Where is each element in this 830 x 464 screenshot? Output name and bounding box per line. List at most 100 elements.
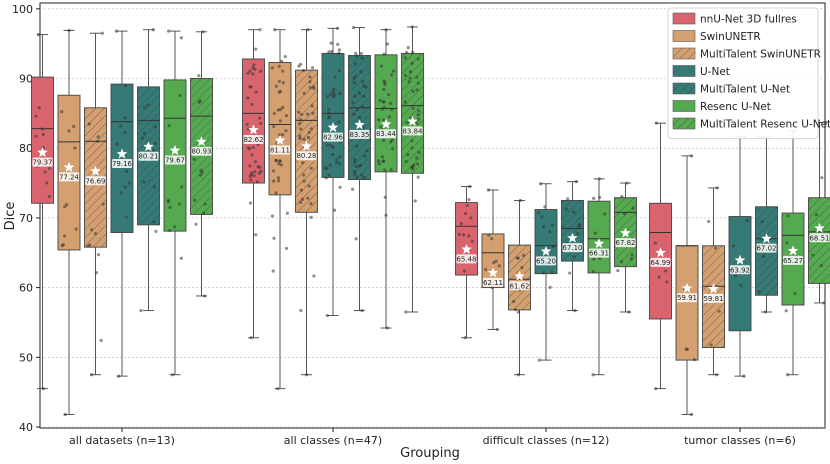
sample-point xyxy=(67,129,71,133)
sample-point xyxy=(516,256,520,260)
box-u-net-1: 82.96 xyxy=(321,26,345,318)
sample-point xyxy=(276,387,280,391)
sample-point xyxy=(355,144,359,148)
sample-point xyxy=(311,111,315,115)
mean-star-marker xyxy=(90,165,101,176)
sample-point xyxy=(732,244,736,248)
mean-value-label: 59.81 xyxy=(703,295,723,303)
sample-point xyxy=(309,215,313,220)
box-body xyxy=(587,200,611,274)
sample-point xyxy=(574,180,578,184)
sample-point xyxy=(277,90,282,94)
mean-label-bg xyxy=(270,145,290,155)
y-tick-label: 60 xyxy=(19,282,33,295)
sample-point xyxy=(300,197,305,201)
sample-point xyxy=(362,84,366,88)
mean-label-bg xyxy=(809,233,830,243)
sample-point xyxy=(329,92,333,97)
sample-point xyxy=(299,188,303,192)
x-tick-label: all classes (n=47) xyxy=(284,434,382,447)
sample-point xyxy=(180,185,184,189)
sample-point xyxy=(308,86,312,90)
sample-point xyxy=(248,164,252,168)
sample-point xyxy=(123,83,128,88)
sample-point xyxy=(139,309,143,313)
sample-point xyxy=(96,253,101,257)
box-swinunetr-0: 77.24 xyxy=(57,28,81,417)
mean-star-marker xyxy=(301,140,312,151)
mean-label-bg xyxy=(562,243,583,253)
sample-point xyxy=(520,266,524,270)
sample-point xyxy=(37,106,41,110)
sample-point xyxy=(179,256,183,260)
sample-point xyxy=(551,245,555,249)
sample-point xyxy=(302,137,306,141)
sample-point xyxy=(391,69,396,73)
box-hatch xyxy=(190,78,213,215)
sample-point xyxy=(254,90,258,94)
sample-point xyxy=(457,232,461,236)
box-body xyxy=(321,52,345,178)
sample-point xyxy=(486,188,491,192)
sample-point xyxy=(327,111,331,115)
sample-point xyxy=(406,153,410,157)
sample-point xyxy=(279,163,283,167)
sample-point xyxy=(337,48,342,52)
sample-point xyxy=(385,326,389,330)
sample-point xyxy=(355,175,359,179)
sample-point xyxy=(307,184,311,188)
sample-point xyxy=(246,71,250,75)
sample-point xyxy=(593,231,598,235)
sample-point xyxy=(47,166,52,170)
sample-point xyxy=(327,50,331,54)
sample-point xyxy=(714,246,718,250)
mean-star-marker xyxy=(354,119,365,130)
sample-point xyxy=(101,202,105,206)
y-tick-label: 40 xyxy=(19,421,33,434)
sample-point xyxy=(592,196,596,200)
sample-point xyxy=(277,79,281,83)
sample-point xyxy=(417,150,421,155)
sample-point xyxy=(328,163,332,167)
sample-point xyxy=(274,84,278,88)
sample-point xyxy=(592,257,596,261)
mean-star-marker xyxy=(380,118,392,129)
sample-point xyxy=(285,211,289,215)
mean-label-bg xyxy=(323,132,343,142)
mean-label-bg xyxy=(650,257,671,267)
sample-point xyxy=(566,197,570,201)
box-resenc-u-net-0: 79.67 xyxy=(163,29,187,377)
sample-point xyxy=(362,94,366,98)
sample-point xyxy=(124,215,128,219)
y-tick-label: 100 xyxy=(12,3,33,16)
mean-star-marker xyxy=(655,247,666,258)
sample-point xyxy=(742,374,746,378)
sample-point xyxy=(665,280,669,284)
sample-point xyxy=(114,29,119,33)
sample-point xyxy=(331,90,335,94)
mean-value-label: 76.69 xyxy=(85,177,105,185)
sample-point xyxy=(352,112,356,116)
legend-swatch xyxy=(672,100,696,112)
sample-point xyxy=(518,198,522,203)
mean-label-bg xyxy=(756,243,777,253)
sample-point xyxy=(406,46,410,50)
sample-point xyxy=(355,54,359,58)
sample-point xyxy=(338,185,342,189)
sample-point xyxy=(152,220,156,224)
sample-point xyxy=(387,115,392,119)
mean-value-label: 80.21 xyxy=(138,153,158,161)
sample-point xyxy=(127,181,131,185)
sample-point xyxy=(365,148,369,153)
sample-point xyxy=(270,214,274,218)
x-axis-title: Grouping xyxy=(400,446,460,461)
sample-point xyxy=(415,75,419,79)
mean-star-marker xyxy=(63,161,75,173)
sample-point xyxy=(255,180,260,184)
sample-point xyxy=(620,194,624,199)
sample-point xyxy=(739,283,743,287)
sample-point xyxy=(404,159,408,164)
sample-point xyxy=(253,170,257,174)
box-u-net-2: 65.20 xyxy=(534,182,558,362)
mean-label-bg xyxy=(703,293,724,303)
